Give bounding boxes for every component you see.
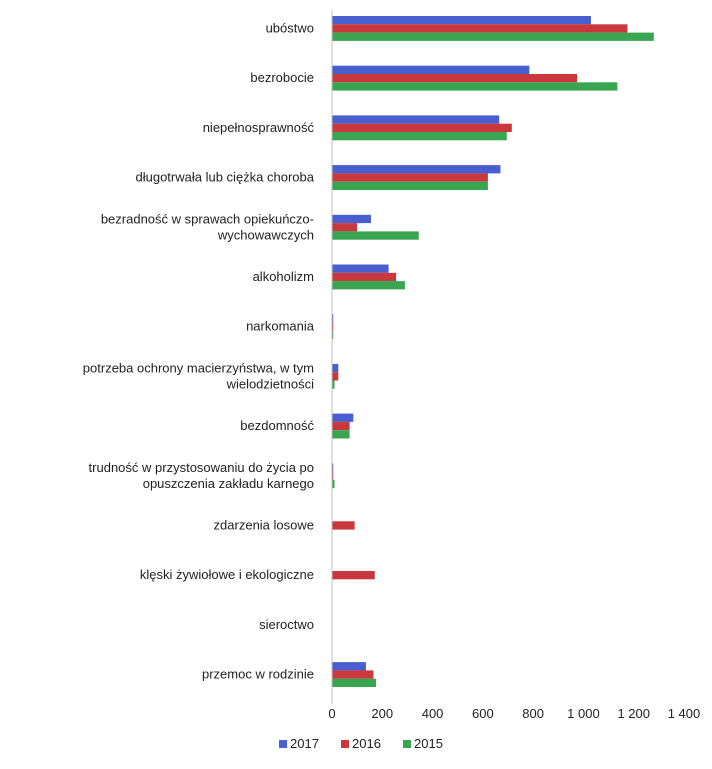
bar-2015 (332, 231, 419, 240)
bar-2017 (332, 16, 591, 25)
legend-swatch (403, 740, 411, 748)
bar-2016 (332, 223, 358, 232)
bar-2017 (332, 463, 334, 472)
legend-label: 2016 (352, 736, 381, 751)
bar-2017 (332, 413, 354, 422)
category-label: przemoc w rodzinie (202, 667, 314, 682)
bar-2015 (332, 380, 335, 389)
bar-group (332, 413, 354, 439)
bar-2015 (332, 181, 488, 190)
x-tick-label: 800 (522, 706, 544, 721)
legend-item-2016: 2016 (341, 736, 381, 751)
bar-2015 (332, 281, 405, 290)
bar-2016 (332, 571, 375, 580)
bar-group (332, 363, 339, 389)
legend-item-2015: 2015 (403, 736, 443, 751)
bar-2017 (332, 214, 371, 224)
x-tick-label: 1 400 (668, 706, 701, 721)
bar-2017 (332, 115, 500, 124)
bar-group (332, 662, 376, 687)
bar-2017 (332, 264, 389, 273)
bar-2017 (332, 165, 501, 174)
bar-2015 (332, 132, 507, 141)
category-label: ubóstwo (266, 20, 314, 35)
bar-2015 (332, 82, 618, 91)
category-label: zdarzenia losowe (214, 517, 314, 532)
bar-2016 (332, 173, 488, 182)
category-label: niepełnosprawność (203, 120, 315, 135)
bar-group (332, 571, 375, 580)
bar-group (332, 314, 334, 340)
bar-2016 (332, 471, 334, 480)
category-label: bezrobocie (250, 70, 314, 85)
bar-group (332, 264, 405, 290)
bar-2015 (332, 678, 376, 687)
x-axis: 0 200 400 600 800 1 000 1 200 1 400 (328, 10, 700, 721)
bar-group (332, 214, 419, 240)
bar-2015 (332, 430, 350, 439)
x-tick-label: 200 (371, 706, 393, 721)
bar-2017 (332, 314, 334, 323)
bar-2015 (332, 479, 335, 489)
bar-group (332, 463, 335, 489)
bar-2017 (332, 65, 530, 74)
legend-label: 2015 (414, 736, 443, 751)
bar-2016 (332, 670, 374, 679)
x-tick-label: 0 (328, 706, 335, 721)
category-label: klęski żywiołowe i ekologiczne (140, 567, 314, 582)
bar-2017 (332, 363, 339, 373)
category-label: bezdomność (240, 418, 314, 433)
x-tick-label: 400 (422, 706, 444, 721)
bar-2017 (332, 662, 366, 671)
legend-swatch (341, 740, 349, 748)
category-label: długotrwała lub ciężka choroba (136, 170, 315, 185)
category-label: potrzeba ochrony macierzyństwa, w tym wie… (83, 360, 314, 391)
bar-2016 (332, 74, 578, 83)
legend: 2017 2016 2015 (279, 736, 443, 751)
bar-2016 (332, 123, 512, 132)
legend-item-2017: 2017 (279, 736, 319, 751)
bar-group (332, 16, 654, 41)
bar-2016 (332, 421, 350, 431)
category-label: bezradność w sprawach opiekuńczo-wychowa… (101, 211, 314, 242)
bar-2016 (332, 521, 355, 530)
bar-group (332, 521, 355, 530)
x-tick-label: 1 000 (567, 706, 600, 721)
bar-group (332, 165, 501, 190)
bar-2016 (332, 272, 397, 282)
x-tick-label: 1 200 (617, 706, 650, 721)
category-label: trudność w przystosowaniu do życia po opu… (89, 460, 314, 491)
category-label: narkomania (246, 319, 315, 334)
legend-label: 2017 (290, 736, 319, 751)
category-labels: ubóstwo bezrobocie niepełnosprawność długot… (83, 20, 315, 681)
bar-group (332, 115, 512, 141)
legend-swatch (279, 740, 287, 748)
bar-2016 (332, 372, 339, 381)
category-label: alkoholizm (253, 269, 314, 284)
bar-group (332, 65, 618, 91)
bar-groups (332, 16, 654, 687)
bar-2016 (332, 24, 628, 33)
category-label: sieroctwo (259, 617, 314, 632)
x-tick-label: 600 (472, 706, 494, 721)
bar-2015 (332, 32, 654, 41)
bar-2015 (332, 330, 334, 340)
bar-2016 (332, 322, 334, 331)
